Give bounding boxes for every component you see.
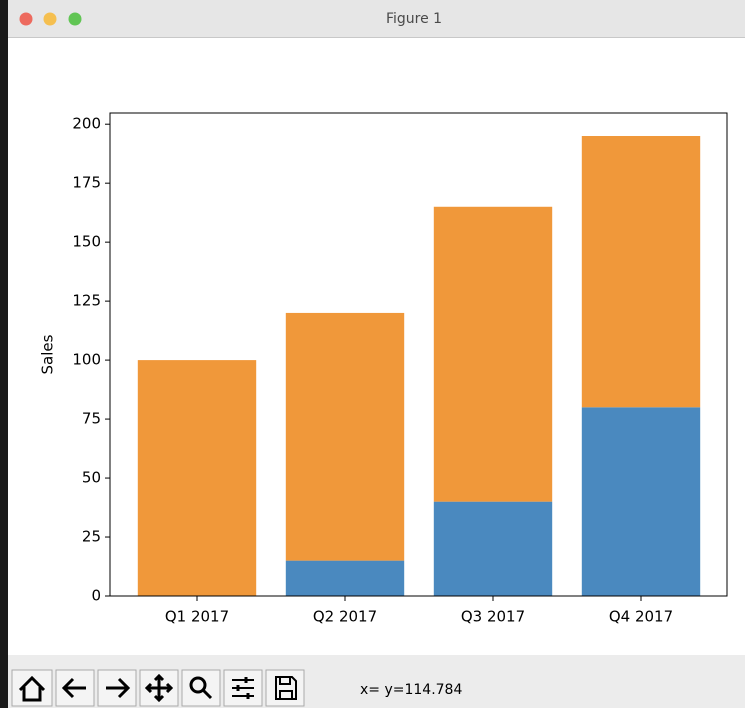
y-tick-label: 175: [72, 174, 101, 192]
bar-segment: [285, 560, 405, 596]
toolbar-buttons: [11, 669, 305, 707]
back-button[interactable]: [55, 669, 95, 707]
save-button[interactable]: [265, 669, 305, 707]
y-tick-label: 75: [82, 410, 101, 428]
home-button[interactable]: [11, 669, 53, 707]
y-tick-label: 100: [72, 351, 101, 369]
pan-button[interactable]: [139, 669, 179, 707]
bar-segment: [433, 501, 553, 596]
configure-button[interactable]: [223, 669, 263, 707]
x-tick-label: Q3 2017: [461, 608, 525, 626]
zoom-button[interactable]: [68, 12, 82, 26]
x-tick-label: Q1 2017: [165, 608, 229, 626]
window-title: Figure 1: [386, 11, 442, 27]
y-tick-label: 150: [72, 233, 101, 251]
chart: Q1 2017 Q2 2017 Q3 2017 Q4 2017 0 25 50 75 100 12…: [39, 112, 728, 626]
y-tick-label: 200: [72, 115, 101, 133]
zoom-tool-button[interactable]: [181, 669, 221, 707]
y-tick-label: 25: [82, 528, 101, 546]
y-tick-label: 0: [91, 587, 101, 605]
bar-segment: [581, 407, 701, 596]
x-tick-label: Q2 2017: [313, 608, 377, 626]
y-tick-label: 50: [82, 469, 101, 487]
y-axis-label: Sales: [39, 334, 57, 374]
bar-segment: [581, 136, 701, 408]
forward-button[interactable]: [97, 669, 137, 707]
close-button[interactable]: [19, 12, 33, 26]
title-bar: [8, 0, 745, 37]
bar-segment: [433, 206, 553, 502]
status-text: x= y=114.784: [360, 682, 462, 698]
minimize-button[interactable]: [43, 12, 57, 26]
bar-segment: [285, 312, 405, 561]
x-tick-label: Q4 2017: [609, 608, 673, 626]
bar-segment: [137, 360, 257, 596]
axes-frame: [109, 112, 728, 597]
y-tick-label: 125: [72, 292, 101, 310]
